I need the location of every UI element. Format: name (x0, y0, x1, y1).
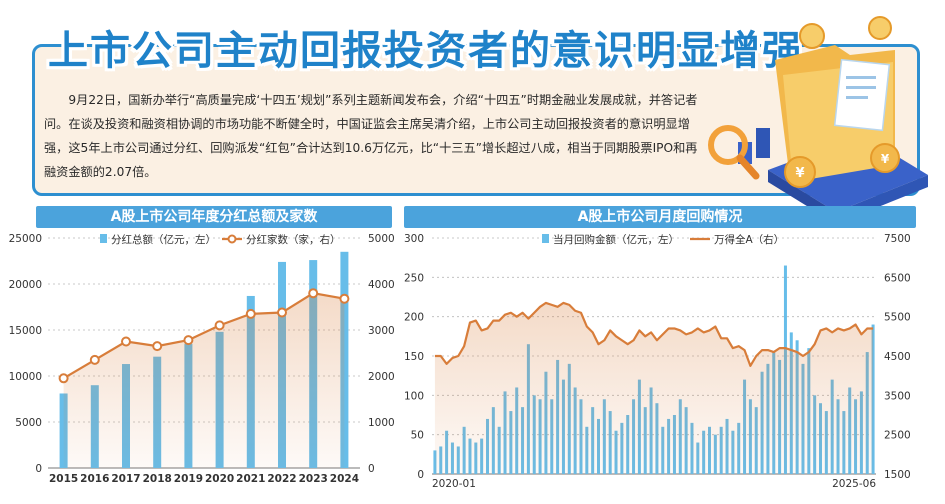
y-right-tick-label: 2000 (368, 371, 395, 383)
header-box (32, 44, 920, 196)
y-left-tick-label: 5000 (15, 417, 42, 429)
x-tick-label: 2023 (299, 473, 328, 485)
intro-paragraph: 9月22日，国新办举行“高质量完成‘十四五’规划”系列主题新闻发布会，介绍“十四… (44, 93, 698, 179)
x-tick-label: 2022 (267, 473, 296, 485)
y-right-tick-label: 0 (368, 463, 375, 475)
x-end-label: 2025-06 (832, 478, 876, 490)
x-tick-label: 2024 (330, 473, 359, 485)
y-left-tick-label: 15000 (9, 325, 42, 337)
y-left-tick-label: 100 (404, 390, 424, 402)
company-count-point-2022 (277, 307, 287, 318)
y-right-tick-label: 5000 (368, 233, 395, 245)
y-left-tick-label: 0 (35, 463, 42, 475)
y-left-tick-label: 25000 (9, 233, 42, 245)
chart2-title: A股上市公司月度回购情况 (404, 206, 916, 228)
svg-text:¥: ¥ (795, 166, 804, 181)
y-left-tick-label: 250 (404, 272, 424, 284)
y-right-tick-label: 2500 (884, 430, 911, 442)
chart1-title: A股上市公司年度分红总额及家数 (36, 206, 392, 228)
x-tick-label: 2019 (174, 473, 203, 485)
x-tick-label: 2017 (111, 473, 140, 485)
y-left-tick-label: 50 (411, 430, 424, 442)
company-count-point-2016 (89, 354, 100, 365)
company-count-line (63, 292, 345, 380)
page-title: 上市公司主动回报投资者的意识明显增强 (48, 28, 804, 74)
document-icon (833, 58, 891, 132)
company-count-point-2019 (183, 335, 194, 346)
y-right-tick-label: 4000 (368, 279, 395, 291)
y-left-tick-label: 20000 (9, 279, 42, 291)
x-tick-label: 2015 (49, 473, 78, 485)
y-left-tick-label: 10000 (9, 371, 42, 383)
y-right-tick-label: 6500 (884, 272, 911, 284)
company-count-point-2021 (245, 308, 256, 319)
y-right-tick-label: 7500 (884, 233, 911, 245)
company-count-point-2024 (339, 293, 350, 304)
y-left-tick-label: 0 (417, 469, 424, 481)
coin-icon: ¥ ¥ (784, 16, 900, 188)
x-tick-label: 2021 (236, 473, 265, 485)
company-count-area (63, 293, 345, 468)
company-count-point-2020 (214, 320, 225, 331)
legend-swatch-point (227, 234, 237, 244)
y-left-tick-label: 150 (404, 351, 424, 363)
legend-label-bar: 分红总额（亿元，左） (111, 233, 216, 246)
legend-label-bar: 当月回购金额（亿元，左） (553, 233, 679, 246)
y-right-tick-label: 1500 (884, 469, 911, 481)
x-tick-label: 2020 (205, 473, 234, 485)
company-count-point-2015 (58, 373, 69, 384)
index-area (434, 302, 874, 474)
y-right-tick-label: 3500 (884, 390, 911, 402)
x-tick-label: 2016 (80, 473, 109, 485)
x-tick-label: 2018 (143, 473, 172, 485)
legend-label-line: 分红家数（家，右） (246, 233, 341, 246)
legend-swatch-bar (542, 234, 549, 243)
company-count-point-2023 (308, 288, 319, 299)
index-line (434, 301, 874, 367)
x-start-label: 2020-01 (432, 478, 476, 490)
y-left-tick-label: 200 (404, 312, 424, 324)
y-right-tick-label: 4500 (884, 351, 911, 363)
magnifier-icon (708, 125, 760, 180)
y-right-tick-label: 1000 (368, 417, 395, 429)
legend-label-line: 万得全A（右） (714, 233, 784, 246)
y-left-tick-label: 300 (404, 233, 424, 245)
y-right-tick-label: 5500 (884, 312, 911, 324)
svg-text:¥: ¥ (881, 152, 890, 166)
company-count-point-2018 (152, 341, 163, 352)
y-right-tick-label: 3000 (368, 325, 395, 337)
legend-swatch-bar (100, 234, 107, 243)
company-count-point-2017 (121, 336, 131, 347)
